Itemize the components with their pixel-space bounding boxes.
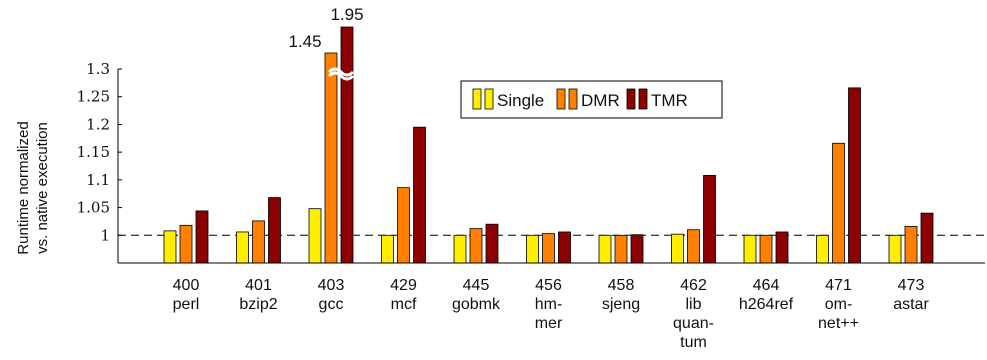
bar-tmr [704,175,716,263]
y-tick-label: 1.2 [86,115,110,133]
legend-swatch-tmr [627,89,635,109]
bar-single [889,235,901,263]
y-tick-label: 1.3 [86,60,110,78]
bar-tmr [486,224,498,263]
bar-single [817,235,829,263]
y-tick-label: 1 [100,226,110,244]
x-category-label: 462 [680,277,707,294]
bar-tmr [849,88,861,263]
x-category-label: quan- [673,315,714,332]
bar-single [599,235,611,263]
bar-single [454,235,466,263]
x-category-label: om- [825,296,853,313]
legend-label-single: Single [497,91,544,110]
bar-dmr [470,229,482,263]
bar-dmr [398,188,410,263]
bar-dmr [833,143,845,263]
x-category-label: mer [535,315,563,332]
x-category-label: 445 [463,277,490,294]
bar-value-annotation: 1.45 [288,32,321,51]
x-category-label: gcc [319,296,344,313]
bar-tmr [921,213,933,263]
bar-tmr [414,127,426,263]
x-category-label: 464 [753,277,780,294]
bar-single [382,235,394,263]
x-category-label: 456 [535,277,562,294]
x-category-label: 429 [390,277,417,294]
bars-layer [164,27,933,263]
y-tick-label: 1.1 [86,171,110,189]
x-category-label: astar [893,296,929,313]
x-category-label: 458 [608,277,635,294]
x-category-label: sjeng [602,296,640,313]
x-category-label: gobmk [452,296,501,313]
bar-single [672,234,684,263]
bar-dmr [905,226,917,263]
bar-dmr [615,235,627,263]
x-category-label: 400 [173,277,200,294]
y-axis-title-line: Runtime normalized [15,121,32,254]
y-axis-title-line: vs. native execution [34,122,51,254]
bar-tmr [269,198,281,263]
labels-layer: 1 1.05 1.1 1.15 1.2 1.25 1.3 Runtime normalized… [15,5,929,351]
x-category-label: h264ref [739,296,794,313]
legend-label-tmr: TMR [651,91,688,110]
x-category-label: hm- [535,296,563,313]
legend-swatch-single [485,89,493,109]
bar-dmr [760,235,772,263]
legend-label-dmr: DMR [581,91,620,110]
bar-dmr [325,53,337,263]
bar-single [237,232,249,263]
bar-single [527,235,539,263]
x-category-label: tum [680,334,707,351]
bar-tmr [631,235,643,263]
y-tick-label: 1.25 [77,88,110,106]
y-tick-label: 1.05 [77,199,110,217]
bar-tmr [559,232,571,263]
bar-tmr [196,211,208,263]
bar-value-annotation: 1.95 [330,5,363,24]
legend: Single DMR TMR [461,81,722,118]
x-category-label: 403 [318,277,345,294]
bar-dmr [180,225,192,263]
x-category-label: 471 [825,277,852,294]
x-category-label: perl [173,296,200,313]
x-category-label: lib [685,296,701,313]
bar-single [164,231,176,263]
bar-tmr [776,232,788,263]
legend-swatch-tmr [639,89,647,109]
bar-single [309,209,321,263]
bar-dmr [543,234,555,263]
legend-swatch-single [473,89,481,109]
y-tick-label: 1.15 [77,143,110,161]
bar-single [744,235,756,263]
legend-swatch-dmr [569,89,577,109]
x-category-label: 401 [245,277,272,294]
legend-swatch-dmr [557,89,565,109]
x-category-label: net++ [818,315,859,332]
bar-tmr [341,27,353,263]
bar-dmr [253,221,265,263]
x-category-label: bzip2 [239,296,277,313]
x-category-label: 473 [898,277,925,294]
x-category-label: mcf [391,296,417,313]
bar-dmr [688,230,700,263]
